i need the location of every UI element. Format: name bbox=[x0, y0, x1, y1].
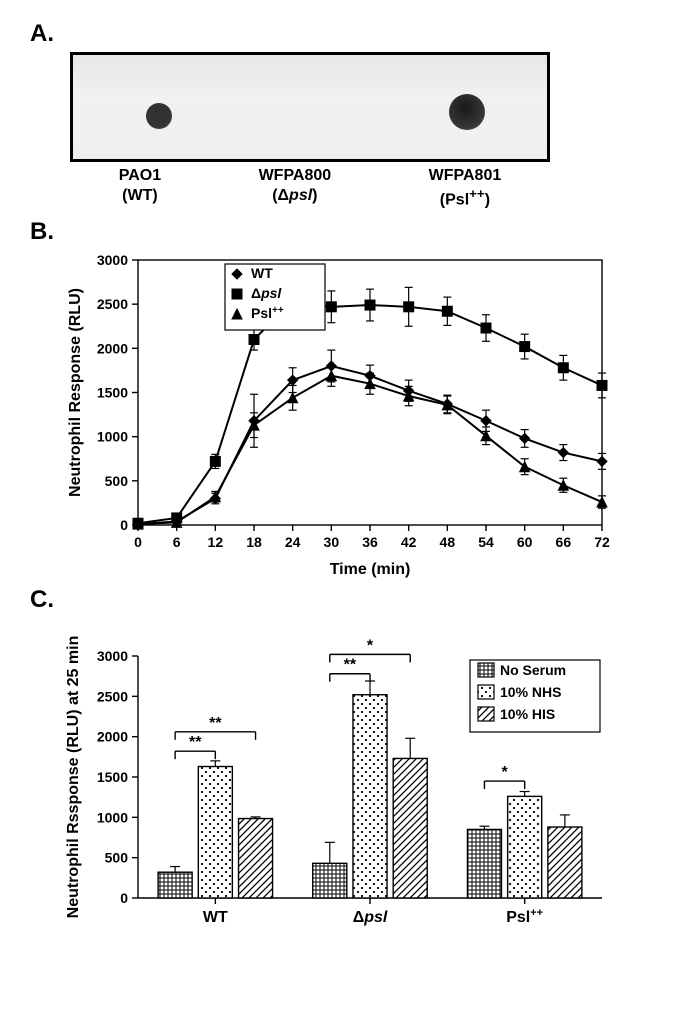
svg-text:6: 6 bbox=[173, 534, 181, 550]
svg-text:0: 0 bbox=[134, 534, 142, 550]
blot-spot bbox=[449, 94, 485, 130]
svg-text:*: * bbox=[501, 764, 508, 781]
svg-text:**: ** bbox=[344, 657, 357, 674]
svg-text:**: ** bbox=[189, 735, 202, 752]
svg-text:0: 0 bbox=[120, 517, 128, 533]
svg-text:2000: 2000 bbox=[97, 341, 128, 357]
line-chart-svg: 0 500 1000 1500 2000 2500 3000 0 6 12 18 24 30 36 42 48… bbox=[60, 250, 620, 580]
bar bbox=[467, 830, 501, 899]
svg-text:3000: 3000 bbox=[97, 648, 128, 664]
svg-text:24: 24 bbox=[285, 534, 301, 550]
bar bbox=[239, 819, 273, 898]
svg-text:2500: 2500 bbox=[97, 296, 128, 312]
svg-text:Δpsl: Δpsl bbox=[353, 909, 388, 926]
svg-text:WT: WT bbox=[251, 265, 273, 281]
svg-text:Psl++: Psl++ bbox=[506, 907, 543, 926]
panel-b-label: B. bbox=[30, 218, 645, 246]
bar bbox=[393, 759, 427, 899]
svg-text:66: 66 bbox=[556, 534, 572, 550]
svg-text:1500: 1500 bbox=[97, 769, 128, 785]
blot-strain-label: WFPA801(Psl++) bbox=[429, 166, 502, 210]
bar bbox=[548, 827, 582, 898]
panel-c-chart: 0 500 1000 1500 2000 2500 3000 Neutrophil Rsspo… bbox=[60, 618, 645, 948]
svg-text:Neutrophil Response (RLU): Neutrophil Response (RLU) bbox=[67, 288, 84, 497]
svg-text:1000: 1000 bbox=[97, 429, 128, 445]
blot-labels-row: PAO1(WT) WFPA800(Δpsl) WFPA801(Psl++) bbox=[70, 166, 550, 210]
svg-text:WT: WT bbox=[203, 909, 228, 926]
svg-text:1500: 1500 bbox=[97, 385, 128, 401]
svg-text:72: 72 bbox=[594, 534, 610, 550]
svg-text:Δpsl: Δpsl bbox=[251, 285, 282, 301]
svg-text:42: 42 bbox=[401, 534, 417, 550]
svg-text:54: 54 bbox=[478, 534, 494, 550]
panel-c-label: C. bbox=[30, 586, 645, 614]
bar-chart-svg: 0 500 1000 1500 2000 2500 3000 Neutrophil Rsspo… bbox=[60, 618, 620, 948]
svg-text:12: 12 bbox=[208, 534, 224, 550]
svg-text:10% NHS: 10% NHS bbox=[500, 684, 561, 700]
blot-strain-label: PAO1(WT) bbox=[119, 166, 161, 210]
panel-a: PAO1(WT) WFPA800(Δpsl) WFPA801(Psl++) bbox=[70, 52, 645, 210]
bar bbox=[158, 873, 192, 899]
svg-text:500: 500 bbox=[105, 473, 129, 489]
blot-spot bbox=[146, 103, 172, 129]
svg-text:**: ** bbox=[209, 715, 222, 732]
blot-strain-label: WFPA800(Δpsl) bbox=[259, 166, 332, 210]
bar bbox=[353, 695, 387, 898]
svg-text:500: 500 bbox=[105, 850, 129, 866]
svg-text:Neutrophil Rssponse (RLU) at 2: Neutrophil Rssponse (RLU) at 25 min bbox=[65, 636, 82, 919]
svg-text:No Serum: No Serum bbox=[500, 662, 566, 678]
svg-text:30: 30 bbox=[324, 534, 340, 550]
svg-text:10% HIS: 10% HIS bbox=[500, 706, 555, 722]
svg-text:60: 60 bbox=[517, 534, 533, 550]
svg-text:2000: 2000 bbox=[97, 729, 128, 745]
svg-text:48: 48 bbox=[440, 534, 456, 550]
svg-text:2500: 2500 bbox=[97, 689, 128, 705]
svg-text:Time (min): Time (min) bbox=[330, 561, 411, 578]
bar bbox=[198, 767, 232, 898]
bar bbox=[313, 864, 347, 899]
svg-text:18: 18 bbox=[246, 534, 262, 550]
svg-text:36: 36 bbox=[362, 534, 378, 550]
svg-text:*: * bbox=[367, 638, 374, 655]
svg-text:0: 0 bbox=[120, 890, 128, 906]
svg-text:1000: 1000 bbox=[97, 810, 128, 826]
blot-frame bbox=[70, 52, 550, 162]
panel-a-label: A. bbox=[30, 20, 645, 48]
panel-b-chart: 0 500 1000 1500 2000 2500 3000 0 6 12 18 24 30 36 42 48… bbox=[60, 250, 645, 580]
bar bbox=[508, 797, 542, 899]
svg-text:3000: 3000 bbox=[97, 252, 128, 268]
